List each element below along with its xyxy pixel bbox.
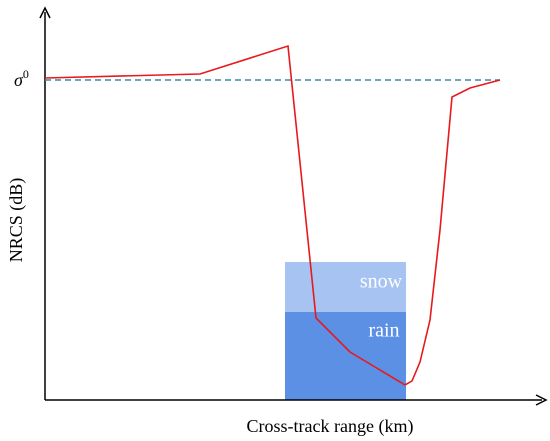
y-axis-label: NRCS (dB) [6,178,27,263]
rain-region [285,312,406,400]
rain-label: rain [368,320,399,342]
y-axis-arrow [39,6,51,19]
x-axis-arrow [535,394,548,406]
reference-superscript: 0 [23,67,29,81]
nrcs-curve [44,44,501,386]
snow-label: snow [360,271,403,293]
x-axis-label: Cross-track range (km) [247,416,414,437]
snow-region [285,262,406,312]
reference-symbol: σ [14,70,24,90]
reference-label: σ0 [14,67,29,90]
